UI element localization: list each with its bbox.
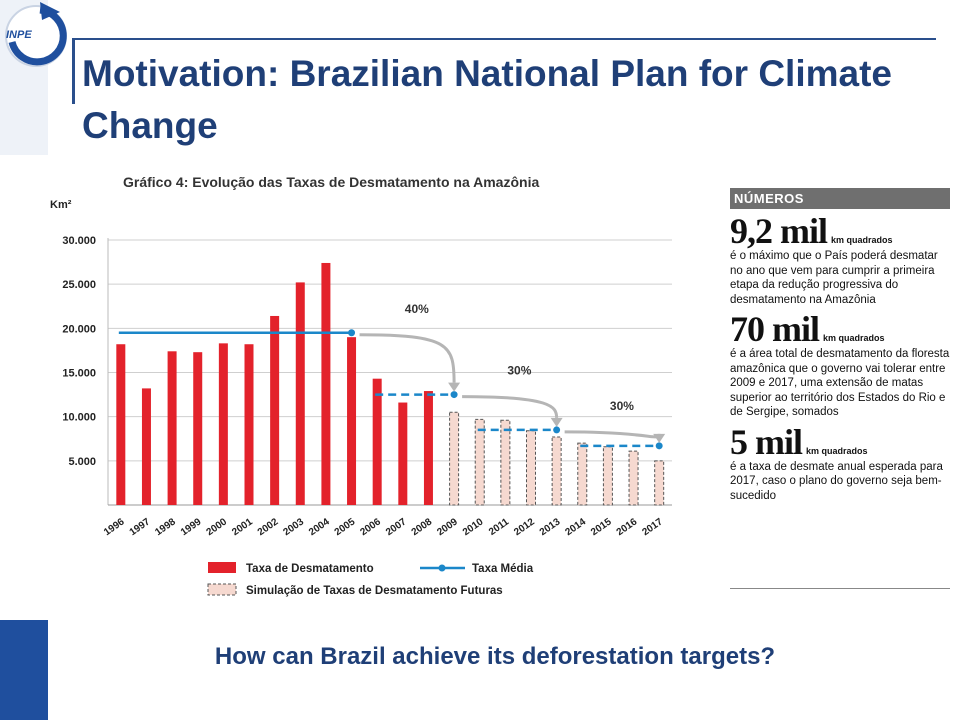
inpe-logo: INPE — [5, 2, 67, 67]
legend-label-simulated: Simulação de Taxas de Desmatamento Futur… — [246, 585, 503, 597]
x-tick-label: 2014 — [563, 516, 588, 538]
x-tick-label: 2017 — [640, 516, 665, 538]
x-tick-label: 2005 — [333, 516, 358, 538]
x-tick-label: 2013 — [538, 516, 563, 538]
reduction-arrow — [462, 395, 559, 418]
reduction-arrowhead — [550, 417, 563, 427]
bar-actual — [167, 351, 177, 505]
bar-actual — [116, 344, 126, 505]
news-item: 9,2 mil km quadrados é o máximo que o Paí… — [730, 213, 950, 307]
x-tick-label: 2000 — [205, 516, 230, 538]
y-tick-label: 20.000 — [62, 323, 96, 335]
x-tick-label: 2006 — [358, 516, 383, 538]
average-point — [553, 426, 561, 434]
logo-text: INPE — [6, 29, 32, 41]
news-item: 70 mil km quadrados é a área total de des… — [730, 311, 950, 420]
y-tick-label: 5.000 — [68, 456, 96, 468]
news-figure: 5 mil — [730, 421, 803, 462]
bar-actual — [295, 282, 305, 505]
reduction-arrowhead — [653, 433, 666, 443]
reduction-label: 30% — [610, 399, 634, 413]
news-description: é a área total de desmatamento da flores… — [730, 348, 950, 418]
legend-swatch-simulated — [207, 583, 237, 596]
bar-simulated — [654, 460, 665, 506]
bar-actual — [347, 337, 357, 505]
bar-simulated — [577, 442, 588, 506]
average-point — [655, 442, 663, 450]
closing-question: How can Brazil achieve its deforestation… — [214, 643, 776, 670]
bar-actual — [141, 388, 151, 505]
bar-simulated — [551, 436, 562, 506]
left-accent-band-bottom — [0, 620, 48, 720]
y-tick-label: 30.000 — [62, 235, 96, 247]
reduction-arrowhead — [448, 382, 461, 392]
news-sidebar: NÚMEROS 9,2 mil km quadrados é o máximo q… — [730, 188, 950, 589]
bar-actual — [372, 378, 382, 505]
news-header: NÚMEROS — [730, 188, 950, 209]
bar-actual — [321, 262, 331, 505]
x-tick-label: 2010 — [461, 516, 486, 538]
y-tick-label: 10.000 — [62, 412, 96, 424]
news-unit: km quadrados — [806, 445, 868, 456]
reduction-label: 30% — [507, 364, 531, 378]
x-tick-label: 2001 — [230, 516, 255, 538]
legend-label-average: Taxa Média — [472, 563, 534, 575]
reduction-label: 40% — [405, 302, 429, 316]
x-tick-label: 2011 — [487, 516, 511, 538]
y-axis-unit-label: Km² — [50, 199, 72, 211]
x-tick-label: 2004 — [307, 516, 332, 538]
bar-actual — [270, 315, 280, 505]
x-tick-label: 2009 — [435, 516, 460, 538]
title-accent-bar — [72, 40, 75, 104]
y-tick-label: 25.000 — [62, 279, 96, 291]
average-point — [348, 329, 356, 337]
x-tick-label: 2007 — [384, 516, 409, 538]
x-tick-label: 1997 — [128, 516, 153, 538]
bar-simulated — [628, 450, 639, 506]
x-tick-label: 2003 — [281, 516, 306, 538]
average-point — [450, 391, 458, 399]
news-figure: 70 mil — [730, 309, 820, 349]
title-rule — [72, 38, 936, 40]
x-tick-label: 1996 — [102, 516, 127, 538]
legend-swatch-average-point — [438, 564, 446, 572]
news-unit: km quadrados — [831, 235, 893, 245]
x-tick-label: 1999 — [179, 516, 204, 538]
x-tick-label: 2015 — [589, 516, 614, 538]
reduction-arrow — [564, 430, 661, 439]
bar-simulated — [500, 419, 511, 506]
bar-simulated — [602, 446, 613, 506]
bar-simulated — [526, 430, 536, 506]
news-description: é a taxa de desmate anual esperada para … — [730, 460, 943, 502]
deforestation-chart: Gráfico 4: Evolução das Taxas de Desmata… — [50, 174, 672, 597]
bar-actual — [218, 343, 228, 505]
bar-simulated — [474, 418, 485, 506]
x-tick-label: 1998 — [153, 516, 178, 538]
news-figure: 9,2 mil — [730, 211, 828, 251]
x-tick-label: 2016 — [615, 516, 640, 538]
news-description: é o máximo que o País poderá desmatar no… — [730, 250, 938, 306]
bar-simulated — [449, 411, 460, 506]
x-tick-label: 2002 — [256, 516, 281, 538]
news-unit: km quadrados — [823, 333, 885, 343]
chart-title: Gráfico 4: Evolução das Taxas de Desmata… — [123, 174, 539, 190]
bar-actual — [423, 391, 433, 505]
y-tick-label: 15.000 — [62, 368, 96, 380]
legend-label-actual: Taxa de Desmatamento — [246, 563, 374, 575]
slide-title: Motivation: Brazilian National Plan for … — [82, 53, 892, 146]
legend-swatch-actual — [208, 562, 236, 573]
bar-actual — [244, 344, 254, 505]
bar-actual — [398, 402, 408, 505]
x-tick-label: 2008 — [410, 516, 435, 538]
x-tick-label: 2012 — [512, 516, 537, 538]
news-item: 5 mil km quadrados é a taxa de desmate an… — [730, 424, 950, 504]
bar-actual — [193, 352, 203, 505]
reduction-arrow — [359, 333, 456, 383]
